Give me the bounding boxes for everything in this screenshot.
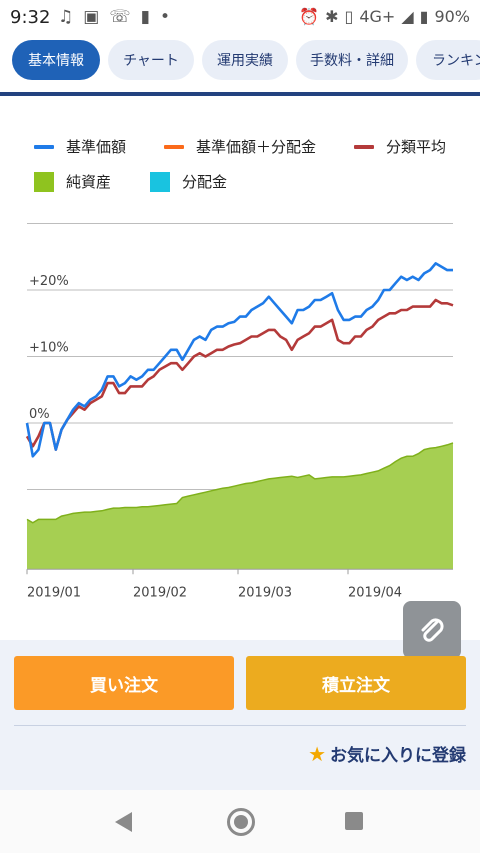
music-note-icon: ♫ [58, 7, 84, 27]
paperclip-icon[interactable] [403, 601, 461, 659]
recurring-order-button[interactable]: 積立注文 [246, 656, 466, 710]
legend-item-nav: 基準価額 [34, 136, 126, 157]
legend-item-net-assets: 純資産 [34, 171, 111, 192]
x-tick-label: 2019/04 [348, 585, 402, 600]
legend-label: 基準価額＋分配金 [196, 138, 317, 156]
legend-label: 純資産 [66, 173, 112, 191]
signal-icon: ◢ [401, 7, 414, 26]
dot-icon: • [159, 7, 180, 27]
tab-ranking[interactable]: ランキン [416, 40, 480, 80]
battery-charging-icon: ▮ [140, 7, 160, 27]
bluetooth-icon: ✱ [325, 7, 339, 26]
x-tick-label: 2019/03 [238, 585, 292, 600]
status-time: 9:32 [10, 7, 51, 28]
divider [14, 725, 466, 726]
recent-square-icon[interactable] [345, 812, 363, 830]
legend-swatch [164, 144, 184, 149]
legend-item-nav-plus-dividend: 基準価額＋分配金 [164, 136, 316, 157]
legend-swatch [354, 144, 374, 149]
tab-performance[interactable]: 運用実績 [202, 40, 288, 80]
series-line-category-average [25, 298, 454, 451]
y-tick-label: +10% [29, 341, 69, 356]
alarm-icon: ⏰ [299, 7, 320, 26]
tab-chart[interactable]: チャート [108, 40, 194, 80]
status-right-icons: ⏰ ✱ ▯ 4G+ ◢ ▮ 90% [293, 7, 470, 26]
net-assets-area [27, 442, 453, 570]
series-line-nav [25, 262, 453, 458]
legend-item-category-average: 分類平均 [354, 136, 446, 157]
favorite-label: お気に入りに登録 [330, 746, 466, 766]
x-tick-label: 2019/02 [133, 585, 187, 600]
net-assets-edge [26, 442, 454, 524]
legend-label: 基準価額 [66, 138, 127, 156]
legend-swatch [34, 171, 54, 192]
x-tick-label: 2019/01 [27, 585, 81, 600]
tab-bar: 基本情報 チャート 運用実績 手数料・詳細 ランキン [0, 40, 480, 84]
wifi-calling-icon: ☏ [109, 7, 141, 27]
network-type: 4G+ [359, 7, 396, 26]
legend-swatch [150, 171, 170, 192]
tab-fees-details[interactable]: 手数料・詳細 [296, 40, 408, 80]
y-tick-label: 0% [29, 407, 50, 422]
battery-icon: ▮ [419, 7, 429, 26]
price-chart: +20% +10% 0% 2019/01 2019/02 2019/03 2019/04 [25, 223, 454, 600]
add-favorite-button[interactable]: ★ お気に入りに登録 [308, 741, 466, 767]
tab-basic-info[interactable]: 基本情報 [12, 40, 100, 80]
battery-percent: 90% [434, 7, 470, 26]
home-circle-icon[interactable] [227, 808, 255, 836]
status-bar: 9:32 ♫▣☏▮• ⏰ ✱ ▯ 4G+ ◢ ▮ 90% [0, 0, 480, 34]
tab-underline [0, 92, 480, 96]
y-tick-label: +20% [29, 274, 69, 289]
android-nav-bar [0, 790, 480, 853]
legend-label: 分類平均 [386, 138, 447, 156]
buy-order-button[interactable]: 買い注文 [14, 656, 234, 710]
star-icon: ★ [308, 741, 326, 766]
image-icon: ▣ [83, 7, 110, 27]
back-triangle-icon[interactable] [115, 812, 132, 832]
legend-item-dividend: 分配金 [150, 171, 227, 192]
status-notification-icons: ♫▣☏▮• [58, 7, 180, 27]
legend-label: 分配金 [182, 173, 228, 191]
legend-swatch [34, 144, 54, 149]
vibrate-icon: ▯ [344, 7, 354, 26]
